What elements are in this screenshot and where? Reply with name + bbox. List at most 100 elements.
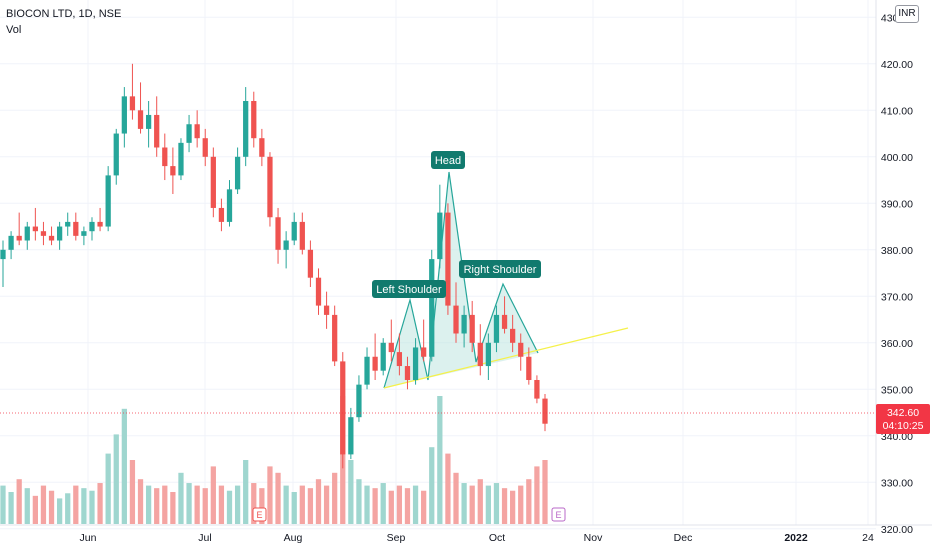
head-label[interactable]: Head [431, 151, 465, 169]
price-tick-label: 410.00 [881, 105, 913, 117]
volume-bar [461, 483, 467, 524]
volume-bar [356, 479, 362, 524]
price-tick-label: 330.00 [881, 477, 913, 489]
candle-body [283, 240, 289, 250]
candle-body [162, 147, 168, 167]
time-axis: Jun Jul Aug Sep Oct Nov Dec 2022 24 [0, 524, 932, 544]
candle-body [388, 342, 394, 353]
candle-body [493, 314, 500, 343]
volume-bar [412, 485, 419, 524]
volume-bar [364, 485, 370, 524]
price-tick-label: 400.00 [881, 152, 913, 164]
volume-bar [73, 485, 79, 524]
earnings-marker-upcoming[interactable]: E [551, 507, 566, 522]
volume-bar [178, 472, 184, 524]
candle-body [372, 356, 378, 371]
symbol-title[interactable]: BIOCON LTD, 1D, NSE [6, 8, 122, 20]
candle-body [340, 361, 346, 455]
candle-body [0, 249, 6, 260]
volume-bar [445, 453, 451, 524]
candle-body [178, 142, 184, 176]
candle-body [453, 305, 459, 334]
volume-legend[interactable]: Vol [6, 24, 22, 36]
candle-body [65, 221, 71, 227]
volume-bar [210, 466, 216, 524]
candle-body [437, 212, 443, 260]
candle-body [186, 124, 192, 143]
candle-body [81, 231, 87, 236]
candle-body [129, 96, 136, 111]
candle-body [73, 221, 79, 236]
price-tick-label: 390.00 [881, 198, 913, 210]
volume-bar [129, 460, 136, 524]
price-tick-label: 360.00 [881, 338, 913, 350]
candle-body [32, 226, 38, 232]
candle-body [267, 156, 273, 218]
time-tick-label: Aug [284, 532, 303, 544]
earnings-marker-past[interactable]: E [252, 507, 267, 522]
candle-body [291, 221, 297, 241]
volume-bar [437, 396, 443, 524]
volume-bars [0, 396, 548, 524]
candle-body [234, 156, 241, 190]
candle-body [412, 347, 419, 380]
price-axis: 320.00330.00340.00350.00360.00370.00380.… [875, 0, 913, 536]
volume-bar [323, 485, 330, 524]
candle-body [137, 110, 144, 129]
volume-bar [81, 488, 87, 524]
volume-bar [243, 460, 249, 524]
candle-body [8, 235, 14, 250]
volume-bar [396, 485, 403, 524]
candle-body [170, 166, 176, 176]
volume-bar [307, 488, 314, 524]
time-tick-label: Jul [198, 532, 211, 544]
pattern-outline [383, 171, 539, 389]
candle-body [323, 305, 330, 315]
candle-body [16, 235, 22, 241]
candle-body [526, 356, 532, 380]
volume-bar [145, 485, 152, 524]
volume-bar [267, 466, 273, 524]
candle-body [477, 342, 483, 367]
volume-bar [8, 492, 14, 524]
volume-bar [348, 460, 354, 524]
candle-body [251, 101, 257, 139]
earnings-marker-past-text: E [256, 510, 262, 520]
candle-body [24, 226, 30, 241]
candle-body [396, 352, 403, 367]
volume-bar [477, 479, 483, 524]
volume-bar [332, 472, 338, 524]
right-shoulder-label[interactable]: Right Shoulder [459, 260, 541, 278]
volume-bar [510, 490, 516, 524]
volume-bar [16, 479, 22, 524]
currency-button[interactable]: INR [895, 5, 919, 23]
earnings-markers: E E [252, 507, 566, 522]
candle-body [542, 398, 548, 424]
volume-bar [299, 485, 305, 524]
candle-body [194, 124, 200, 139]
candle-body [210, 156, 216, 208]
candles [0, 63, 548, 469]
candle-body [364, 356, 370, 385]
volume-bar [493, 483, 500, 524]
volume-bar [259, 488, 265, 524]
volume-bar [218, 485, 225, 524]
candle-body [501, 314, 508, 329]
volume-bar [154, 488, 160, 524]
volume-bar [56, 498, 63, 524]
candle-body [154, 114, 160, 148]
left-shoulder-label[interactable]: Left Shoulder [372, 280, 446, 298]
volume-bar [234, 485, 241, 524]
volume-bar [469, 485, 475, 524]
candle-body [356, 384, 362, 418]
volume-bar [97, 483, 103, 524]
candle-body [510, 328, 516, 343]
candle-body [56, 226, 63, 241]
time-tick-label: Nov [584, 532, 603, 544]
volume-bar [251, 483, 257, 524]
head-and-shoulders-pattern [383, 171, 629, 389]
volume-bar [485, 485, 492, 524]
candle-body [259, 138, 265, 157]
